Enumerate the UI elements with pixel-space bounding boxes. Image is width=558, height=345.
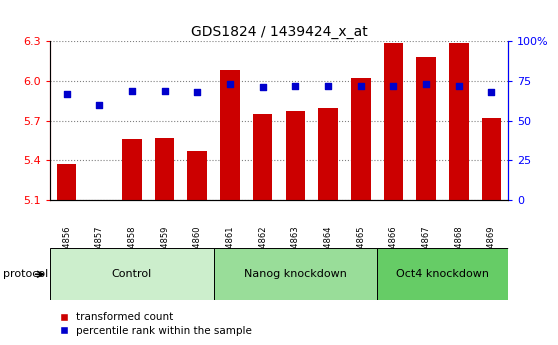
Text: Oct4 knockdown: Oct4 knockdown [396, 269, 489, 279]
Text: GSM94858: GSM94858 [127, 226, 136, 271]
Text: GSM94867: GSM94867 [422, 226, 431, 271]
Point [454, 83, 463, 89]
Point [258, 85, 267, 90]
Text: GSM94869: GSM94869 [487, 226, 496, 271]
Point [324, 83, 333, 89]
Point [127, 88, 136, 93]
Text: Nanog knockdown: Nanog knockdown [244, 269, 347, 279]
Bar [351, 78, 371, 200]
Bar [286, 111, 305, 200]
Text: GSM94865: GSM94865 [356, 226, 365, 271]
Text: GSM94861: GSM94861 [225, 226, 234, 271]
Bar [482, 118, 501, 200]
Point [95, 102, 104, 108]
Text: GSM94868: GSM94868 [454, 226, 463, 271]
Bar [122, 139, 142, 200]
Bar [383, 43, 403, 200]
Text: GSM94856: GSM94856 [62, 226, 71, 271]
Bar [155, 138, 175, 200]
Text: GSM94857: GSM94857 [95, 226, 104, 271]
Bar [220, 70, 240, 200]
Point [422, 81, 431, 87]
Text: GSM94859: GSM94859 [160, 226, 169, 271]
Text: GSM94862: GSM94862 [258, 226, 267, 271]
Bar [187, 151, 207, 200]
Legend: transformed count, percentile rank within the sample: transformed count, percentile rank withi… [55, 308, 256, 340]
Bar [416, 57, 436, 200]
Title: GDS1824 / 1439424_x_at: GDS1824 / 1439424_x_at [191, 25, 367, 39]
Point [487, 89, 496, 95]
Point [225, 81, 234, 87]
Text: GSM94863: GSM94863 [291, 226, 300, 271]
Bar [377, 248, 508, 300]
Bar [318, 108, 338, 200]
Point [193, 89, 202, 95]
Point [356, 83, 365, 89]
Point [389, 83, 398, 89]
Point [62, 91, 71, 97]
Bar [50, 248, 214, 300]
Text: GSM94864: GSM94864 [324, 226, 333, 271]
Bar [214, 248, 377, 300]
Text: Control: Control [112, 269, 152, 279]
Bar [57, 164, 76, 200]
Bar [253, 114, 272, 200]
Text: GSM94860: GSM94860 [193, 226, 202, 271]
Text: protocol: protocol [3, 269, 48, 279]
Text: GSM94866: GSM94866 [389, 226, 398, 271]
Point [291, 83, 300, 89]
Bar [449, 43, 469, 200]
Point [160, 88, 169, 93]
